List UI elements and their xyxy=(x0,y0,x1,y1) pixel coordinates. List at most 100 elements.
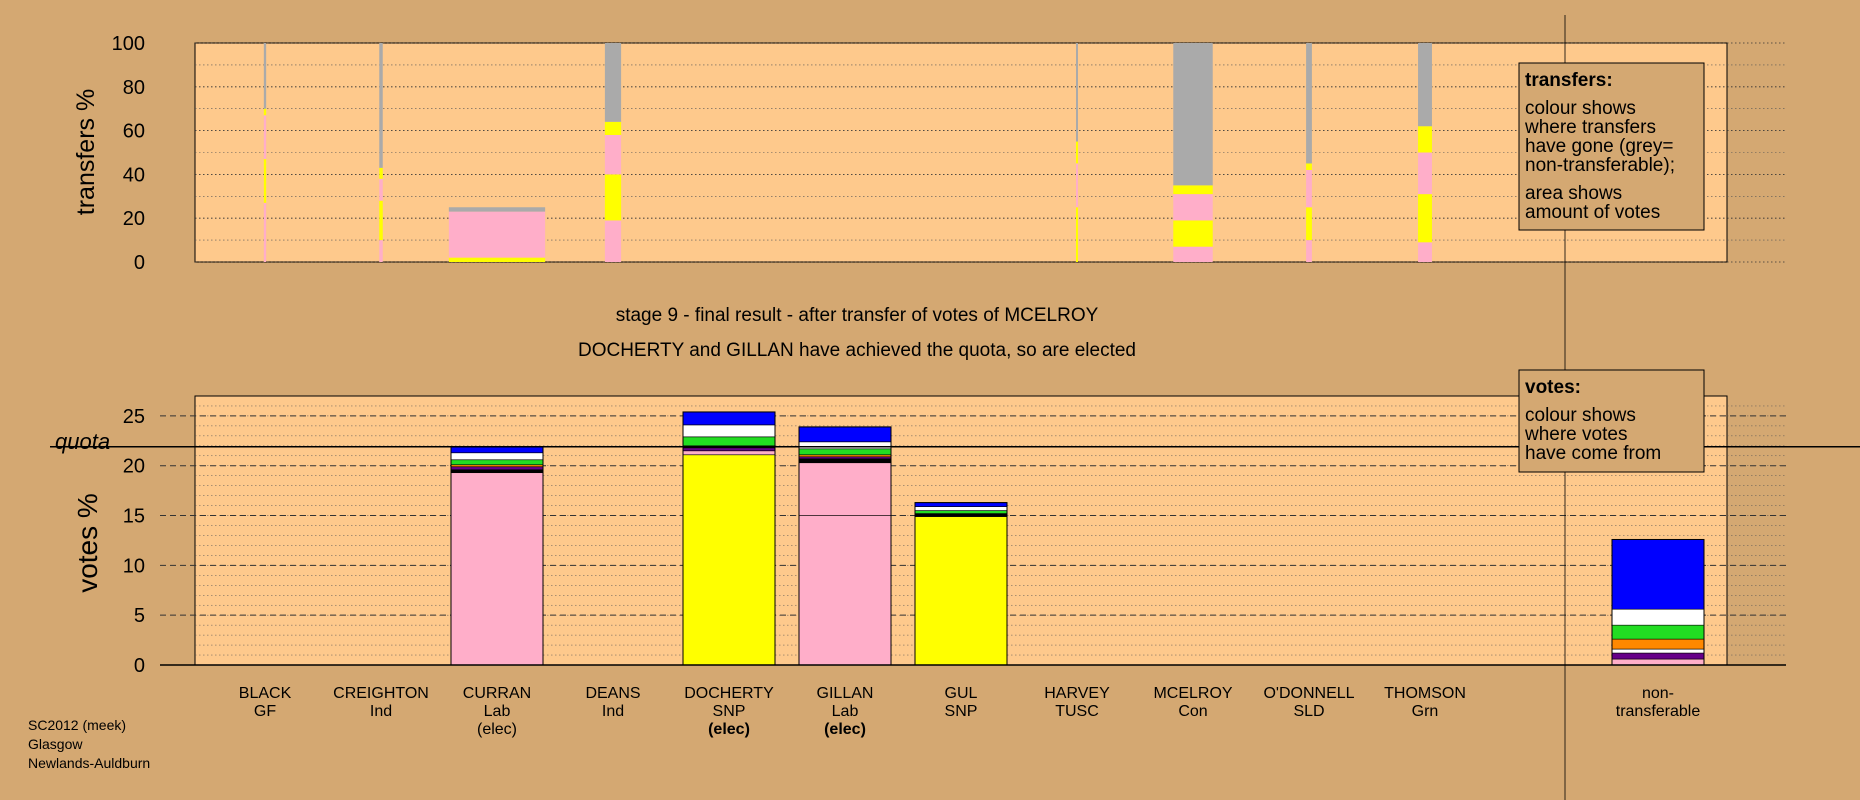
candidate-party-label: SNP xyxy=(945,703,978,720)
legend-votes-title: votes: xyxy=(1525,377,1581,398)
votes-y-tick-label: 15 xyxy=(123,506,145,528)
candidate-name-label: CREIGHTON xyxy=(333,685,429,702)
transfers-y-tick-label: 20 xyxy=(123,208,145,230)
transfers-panel: 0 20 40 60 80 100 transfers % xyxy=(72,33,1786,274)
transfer-segment-pink xyxy=(604,220,622,262)
transfer-segment-pink xyxy=(1306,240,1312,262)
vote-bar-segment-white xyxy=(914,506,1008,511)
votes-y-tick-label: 20 xyxy=(123,456,145,478)
transfers-y-tick-label: 40 xyxy=(123,164,145,186)
transfer-segment-pink xyxy=(448,211,546,258)
transfer-segment-yellow xyxy=(379,167,383,179)
vote-bar-segment-pink xyxy=(450,472,544,666)
vote-bar-segment-black xyxy=(450,469,544,474)
candidate-elected-label: (elec) xyxy=(708,721,750,738)
transfer-segment-pink xyxy=(263,115,267,160)
candidate-party-label: Con xyxy=(1178,703,1207,720)
legend-transfers-line-4: non-transferable); xyxy=(1525,155,1675,176)
legend-transfers-box xyxy=(1518,62,1705,231)
legend-transfers-line-2: where transfers xyxy=(1524,117,1656,138)
vote-bar-segment-blue xyxy=(914,502,1008,507)
non-transferable-bar-segment-blue xyxy=(1611,539,1705,610)
vote-bar-segment-green xyxy=(798,448,892,456)
legend-transfers-line-6: amount of votes xyxy=(1525,202,1660,223)
legend-transfers-line-1: colour shows xyxy=(1525,98,1636,119)
non-transferable-bar-segment-white xyxy=(1611,648,1705,654)
transfer-segment-yellow xyxy=(604,121,622,135)
vote-bar-segment-pink xyxy=(682,450,776,456)
candidate-party-label: GF xyxy=(254,703,276,720)
transfers-y-tick-label: 60 xyxy=(123,121,145,143)
result-caption: DOCHERTY and GILLAN have achieved the qu… xyxy=(578,340,1136,361)
vote-bar-segment-white xyxy=(682,424,776,438)
transfer-segment-grey xyxy=(1173,43,1213,186)
transfers-y-tick-label: 0 xyxy=(134,252,145,274)
transfer-segment-pink xyxy=(1306,170,1312,208)
votes-y-tick-label: 25 xyxy=(123,406,145,428)
transfer-segment-yellow xyxy=(448,257,546,262)
candidate-party-label: SLD xyxy=(1293,703,1324,720)
candidate-name-label: GUL xyxy=(945,685,978,702)
transfer-segment-grey xyxy=(1306,43,1312,164)
transfer-segment-yellow xyxy=(1076,207,1078,262)
candidate-name-label: MCELROY xyxy=(1153,685,1232,702)
candidate-name-label: HARVEY xyxy=(1044,685,1110,702)
votes-y-tick-label: 0 xyxy=(134,655,145,677)
candidate-name-label: THOMSON xyxy=(1384,685,1466,702)
candidate-name-label: GILLAN xyxy=(817,685,874,702)
transfer-segment-pink xyxy=(1173,246,1213,262)
non-transferable-label-1: non- xyxy=(1642,685,1674,702)
transfers-y-tick-label: 80 xyxy=(123,77,145,99)
non-transferable-bar-segment-green xyxy=(1611,624,1705,640)
transfer-segment-pink xyxy=(1173,194,1213,221)
legend-votes-line-3: have come from xyxy=(1525,443,1661,464)
vote-bar-segment-pink xyxy=(798,462,892,516)
vote-bar-segment-white xyxy=(798,441,892,450)
transfer-segment-pink xyxy=(379,240,383,262)
vote-bar-segment-yellow xyxy=(682,454,776,666)
candidate-party-label: Lab xyxy=(484,703,511,720)
candidate-name-label: DOCHERTY xyxy=(684,685,774,702)
transfer-segment-grey xyxy=(263,43,267,109)
vote-bar-segment-blue xyxy=(798,426,892,443)
quota-label: quota xyxy=(55,429,110,454)
non-transferable-bar-segment-white xyxy=(1611,608,1705,626)
transfer-segment-pink xyxy=(1076,163,1078,208)
transfers-y-axis-label: transfers % xyxy=(72,89,100,215)
stage-caption: stage 9 - final result - after transfer … xyxy=(616,305,1099,326)
transfer-segment-grey xyxy=(1076,43,1078,142)
vote-bar-segment-black xyxy=(914,513,1008,517)
transfers-plot-area xyxy=(194,42,1728,263)
candidate-party-label: Ind xyxy=(602,703,624,720)
candidate-elected-label: (elec) xyxy=(824,721,866,738)
transfer-segment-grey xyxy=(379,43,383,168)
transfer-segment-yellow xyxy=(1418,126,1432,153)
transfer-segment-yellow xyxy=(263,159,267,203)
meta-line-1: SC2012 (meek) xyxy=(28,717,126,733)
vote-bar-segment-green xyxy=(914,510,1008,514)
transfer-segment-yellow xyxy=(1306,207,1312,241)
vote-bar-segment-white xyxy=(450,452,544,461)
votes-y-axis-label: votes % xyxy=(72,493,103,593)
candidate-elected-label: (elec) xyxy=(477,721,517,738)
transfer-segment-yellow xyxy=(604,174,622,221)
transfer-segment-yellow xyxy=(1173,220,1213,247)
legends: transfers: colour shows where transfers … xyxy=(1518,62,1705,473)
transfer-segment-yellow xyxy=(1418,194,1432,243)
transfer-segment-pink xyxy=(1418,152,1432,195)
legend-votes-line-1: colour shows xyxy=(1525,405,1636,426)
legend-transfers-line-5: area shows xyxy=(1525,183,1622,204)
vote-bar-segment-purple xyxy=(450,466,544,471)
transfer-segment-yellow xyxy=(263,108,267,116)
transfer-segment-pink xyxy=(379,178,383,201)
vote-bar-segment-green xyxy=(450,459,544,466)
transfers-y-tick-label: 100 xyxy=(112,33,145,55)
transfer-segment-grey xyxy=(1418,43,1432,127)
vote-bar-segment-black xyxy=(798,458,892,464)
non-transferable-bar-segment-purple xyxy=(1611,652,1705,660)
meta-line-2: Glasgow xyxy=(28,736,83,752)
candidate-name-label: CURRAN xyxy=(463,685,531,702)
